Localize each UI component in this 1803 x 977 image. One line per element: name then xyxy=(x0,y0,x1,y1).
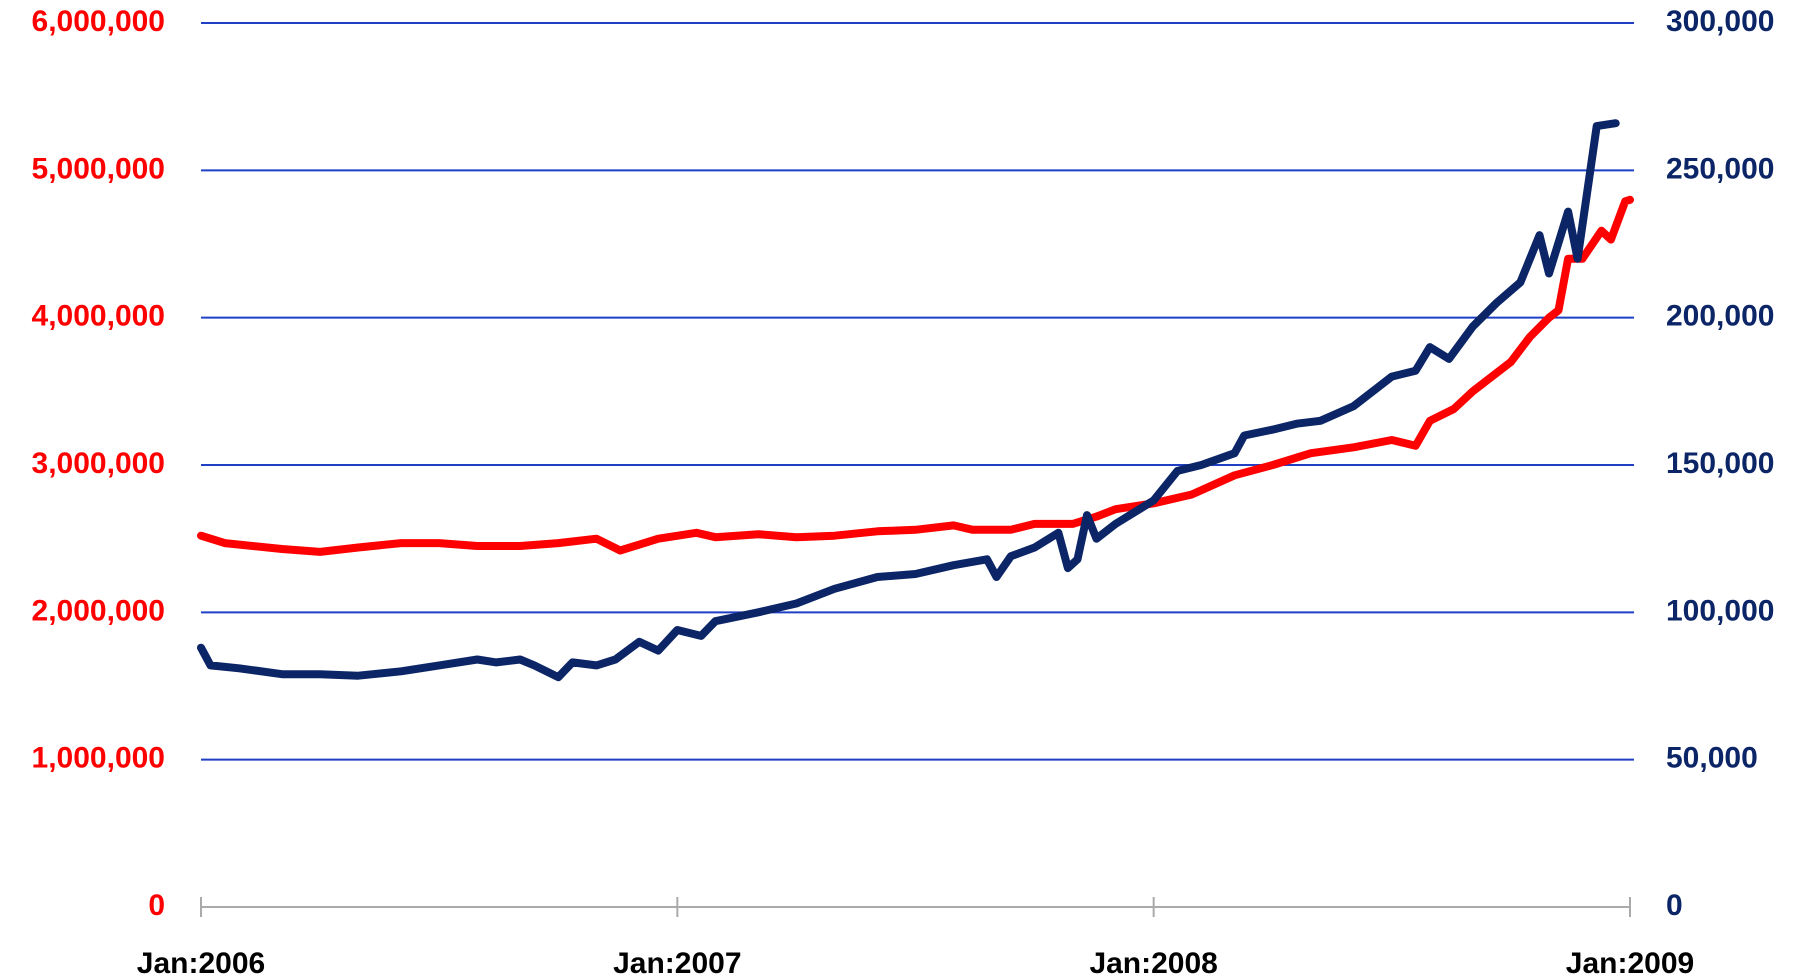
x-tick-label: Jan:2008 xyxy=(1089,947,1217,977)
y-tick-label: 0 xyxy=(148,889,165,922)
y2-tick-label: 0 xyxy=(1666,889,1683,922)
y-tick-label: 5,000,000 xyxy=(32,152,165,185)
y2-tick-label: 250,000 xyxy=(1666,152,1774,185)
y-tick-label: 1,000,000 xyxy=(32,742,165,775)
x-tick-label: Jan:2007 xyxy=(613,947,741,977)
y2-tick-label: 300,000 xyxy=(1666,5,1774,38)
y-tick-label: 3,000,000 xyxy=(32,447,165,480)
y2-tick-label: 100,000 xyxy=(1666,594,1774,627)
y-tick-label: 4,000,000 xyxy=(32,300,165,333)
y2-tick-label: 50,000 xyxy=(1666,742,1758,775)
series-line xyxy=(197,195,1634,556)
x-tick-label: Jan:2006 xyxy=(137,947,265,977)
y2-tick-label: 150,000 xyxy=(1666,447,1774,480)
y-tick-label: 6,000,000 xyxy=(32,5,165,38)
y2-tick-label: 200,000 xyxy=(1666,300,1774,333)
y-tick-label: 2,000,000 xyxy=(32,594,165,627)
x-tick-label: Jan:2009 xyxy=(1566,947,1694,977)
series-line xyxy=(197,119,1620,682)
